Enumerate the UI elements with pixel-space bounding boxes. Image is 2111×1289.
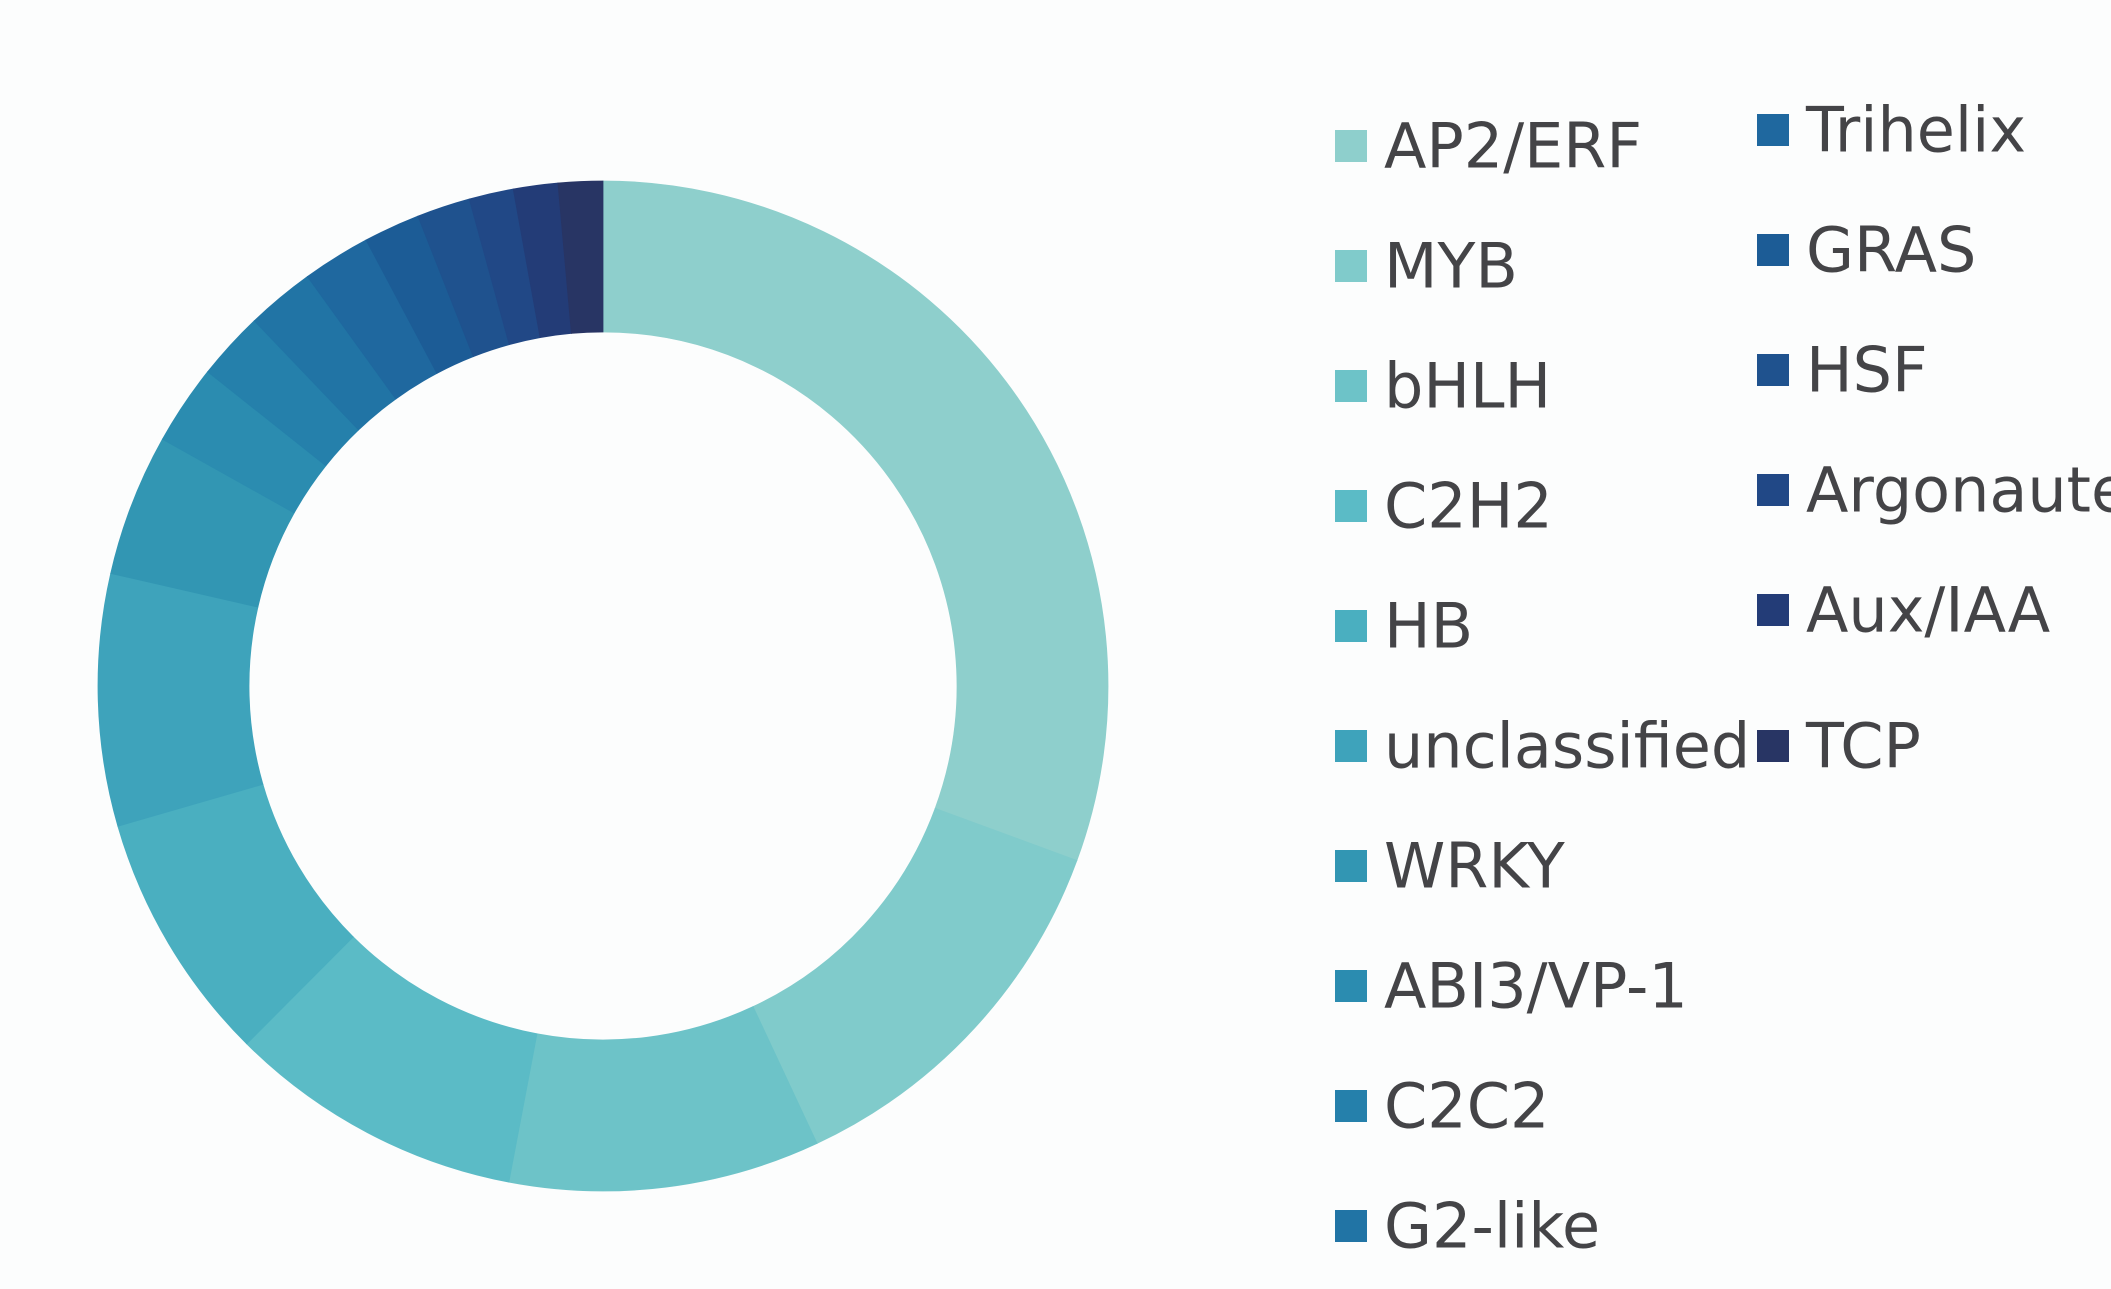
legend-label: Argonaute <box>1806 454 2111 527</box>
legend-label: C2C2 <box>1384 1070 1549 1143</box>
legend-swatch <box>1335 130 1367 162</box>
legend-label: MYB <box>1384 230 1518 303</box>
legend-label: unclassified <box>1384 710 1750 783</box>
legend-label: GRAS <box>1806 214 1976 287</box>
legend-label: bHLH <box>1384 350 1551 423</box>
legend-swatch <box>1335 610 1367 642</box>
legend: AP2/ERF MYB bHLH C2H2 HB unclassified WRKY ABI3… <box>1335 94 2111 1263</box>
slice-ap2-erf <box>602 180 1109 862</box>
legend-swatch <box>1335 970 1367 1002</box>
legend-swatch <box>1335 370 1367 402</box>
donut-slices <box>97 180 1109 1192</box>
legend-label: Trihelix <box>1805 94 2026 167</box>
legend-label: AP2/ERF <box>1384 110 1642 183</box>
legend-swatch <box>1757 114 1789 146</box>
legend-swatch <box>1335 850 1367 882</box>
legend-label: C2H2 <box>1384 470 1553 543</box>
legend-label: HB <box>1384 590 1473 663</box>
legend-swatch <box>1757 234 1789 266</box>
legend-label: WRKY <box>1384 830 1565 903</box>
slice-unclassified <box>97 572 264 827</box>
slice-myb <box>752 807 1078 1144</box>
legend-label: ABI3/VP-1 <box>1384 950 1688 1023</box>
legend-swatch <box>1757 594 1789 626</box>
legend-swatch <box>1335 250 1367 282</box>
slice-tcp <box>557 180 604 334</box>
legend-swatch <box>1335 490 1367 522</box>
legend-label: TCP <box>1805 710 1921 783</box>
legend-label: G2-like <box>1384 1190 1600 1263</box>
legend-swatch <box>1757 474 1789 506</box>
legend-swatch <box>1335 730 1367 762</box>
legend-swatch <box>1757 354 1789 386</box>
legend-label: HSF <box>1806 334 1928 407</box>
legend-label: Aux/IAA <box>1806 574 2050 647</box>
legend-swatch <box>1757 730 1789 762</box>
legend-swatch <box>1335 1210 1367 1242</box>
legend-swatch <box>1335 1090 1367 1122</box>
